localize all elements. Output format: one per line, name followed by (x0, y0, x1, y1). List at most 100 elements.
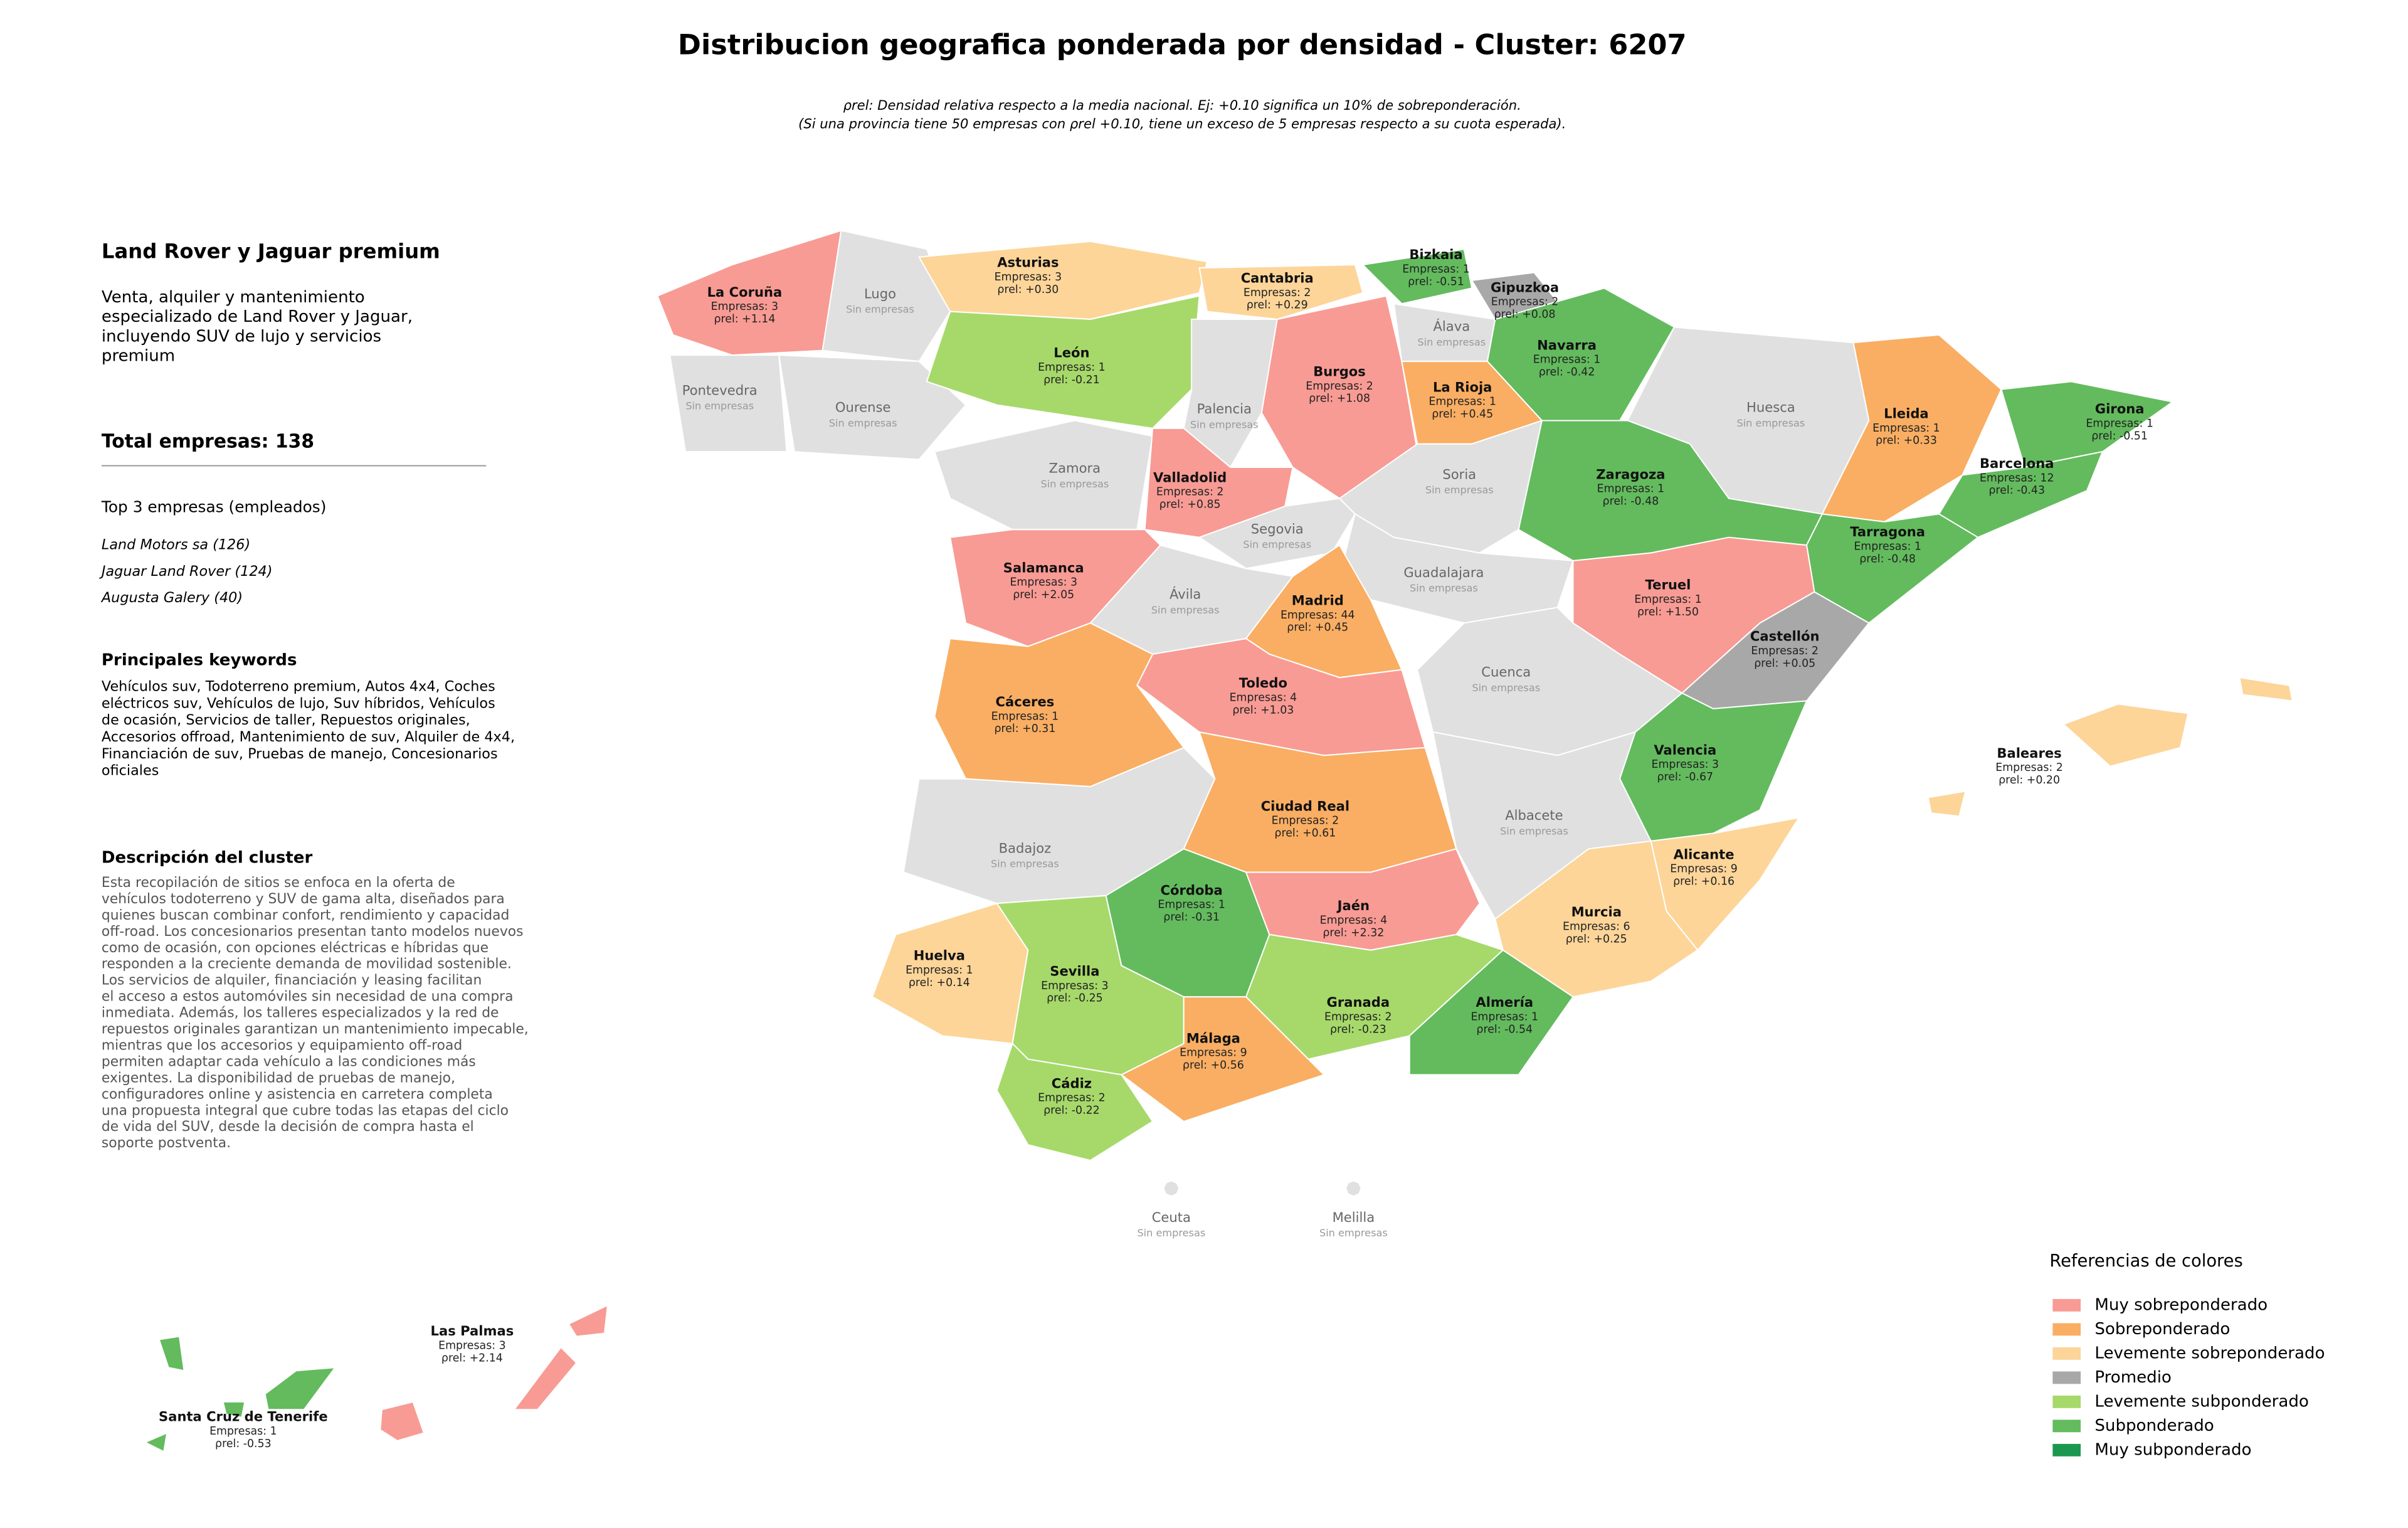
legend-swatch (2052, 1347, 2081, 1360)
province-name: Segovia (1251, 521, 1304, 536)
province-count: Empresas: 4 (1320, 915, 1388, 927)
province-name: Granada (1327, 994, 1390, 1010)
province-rho: ρrel: -0.48 (1859, 553, 1916, 565)
province-name: Valladolid (1153, 469, 1227, 485)
province-rho: ρrel: +0.20 (1999, 774, 2060, 787)
province-name: Burgos (1313, 363, 1366, 379)
keywords-line: eléctricos suv, Vehículos de lujo, Suv h… (102, 695, 495, 711)
province-name: Málaga (1186, 1030, 1240, 1046)
province-rho: ρrel: +0.16 (1673, 875, 1735, 888)
province-name: Girona (2095, 401, 2145, 416)
province-count: Empresas: 44 (1281, 609, 1355, 622)
province-shape (2000, 381, 2174, 469)
province-count: Empresas: 4 (1230, 691, 1297, 704)
province-rho: ρrel: +0.14 (909, 977, 970, 989)
province-count: Empresas: 1 (1872, 422, 1940, 435)
province-count: Empresas: 1 (1533, 354, 1601, 366)
keywords-line: Vehículos suv, Todoterreno premium, Auto… (102, 679, 495, 695)
description-line: soporte postventa. (102, 1135, 231, 1151)
province-name: Badajoz (999, 840, 1052, 856)
keywords-line: oficiales (102, 763, 159, 779)
legend-label: Muy subponderado (2094, 1440, 2251, 1459)
keywords-line: Accesorios offroad, Mantenimiento de suv… (102, 729, 515, 745)
province-name: Navarra (1537, 337, 1597, 353)
description-line: permiten adaptar cada vehículo a las con… (102, 1054, 476, 1069)
province-count: Empresas: 1 (1428, 396, 1496, 408)
province-name: Huelva (914, 948, 965, 963)
province-shape (1408, 949, 1574, 1076)
province-name: Bizkaia (1409, 247, 1462, 262)
province-rho: ρrel: +2.32 (1323, 926, 1384, 939)
province-shape (264, 1367, 337, 1411)
province-empty: Sin empresas (1425, 484, 1494, 496)
province-empty: Sin empresas (1190, 418, 1259, 430)
province-empty: Sin empresas (1500, 825, 1568, 837)
province-empty: Sin empresas (1736, 417, 1805, 429)
province-name: Murcia (1571, 904, 1622, 920)
province-name: Cáceres (996, 694, 1055, 709)
description-line: configuradores online y asistencia en ca… (102, 1086, 493, 1102)
province-name: La Rioja (1433, 379, 1492, 395)
province-count: Empresas: 1 (1402, 263, 1470, 276)
province-rho: ρrel: +1.03 (1232, 704, 1294, 716)
province-rho: ρrel: +1.14 (714, 313, 775, 326)
province-count: Empresas: 3 (1652, 758, 1719, 771)
province-shape (1821, 334, 2002, 523)
description-line: exigentes. La disponibilidad de pruebas … (102, 1070, 455, 1086)
description-line: una propuesta integral que cubre todas l… (102, 1103, 509, 1118)
description-line: el acceso a estos automóviles sin necesi… (102, 989, 514, 1005)
province-empty: Sin empresas (991, 858, 1059, 870)
legend-label: Muy sobreponderado (2094, 1295, 2268, 1314)
province-name: Salamanca (1003, 560, 1084, 575)
province-rho: ρrel: -0.25 (1047, 992, 1103, 1005)
province-name: Lleida (1884, 406, 1929, 422)
province-shape (512, 1346, 578, 1411)
description-line: responden a la creciente demanda de movi… (102, 957, 512, 972)
province-rho: ρrel: +0.08 (1494, 309, 1556, 321)
province-rho: ρrel: +2.05 (1013, 589, 1074, 602)
description-line: Los servicios de alquiler, financiación … (102, 973, 482, 989)
province-count: Empresas: 3 (711, 300, 779, 313)
province-count: Empresas: 2 (1324, 1011, 1392, 1024)
province-count: Empresas: 1 (1634, 593, 1702, 606)
province-name: Ceuta (1152, 1209, 1191, 1225)
description-line: repuestos originales garantizan un mante… (102, 1022, 529, 1037)
province-shape (1120, 996, 1326, 1122)
description-line: quienes buscan combinar confort, rendimi… (102, 908, 509, 923)
top-company: Land Motors sa (126) (102, 537, 250, 553)
province-count: Empresas: 1 (2086, 417, 2153, 430)
province-shape (778, 354, 967, 460)
province-count: Empresas: 1 (991, 710, 1059, 723)
legend-label: Subponderado (2094, 1416, 2214, 1435)
province-shape (158, 1335, 185, 1372)
province-count: Empresas: 2 (1751, 645, 1819, 657)
province-shape (1344, 1180, 1362, 1197)
province-count: Empresas: 9 (1180, 1047, 1247, 1059)
province-name: Jaén (1336, 898, 1370, 913)
province-empty: Sin empresas (829, 417, 897, 429)
province-count: Empresas: 2 (1038, 1092, 1106, 1105)
province-rho: ρrel: -0.51 (1408, 275, 1464, 288)
legend-label: Levemente subponderado (2094, 1392, 2308, 1411)
province-shape (1144, 427, 1294, 538)
province-count: Empresas: 1 (906, 964, 973, 977)
legend-label: Sobreponderado (2094, 1320, 2230, 1339)
legend-swatch (2052, 1371, 2081, 1384)
province-shape (934, 420, 1154, 531)
province-rho: ρrel: +0.29 (1247, 299, 1308, 312)
province-shape (821, 230, 951, 363)
province-count: Empresas: 1 (209, 1425, 277, 1438)
province-rho: ρrel: -0.21 (1043, 374, 1100, 386)
province-shape (379, 1401, 425, 1442)
province-shape (669, 354, 788, 453)
province-count: Empresas: 6 (1563, 920, 1630, 933)
province-name: Baleares (1997, 745, 2061, 761)
province-rho: ρrel: -0.54 (1476, 1023, 1533, 1036)
legend-label: Promedio (2094, 1368, 2172, 1387)
province-shape (996, 1042, 1154, 1162)
province-empty: Sin empresas (1410, 582, 1478, 594)
province-name: Cuenca (1481, 664, 1531, 680)
province-rho: ρrel: +0.05 (1754, 657, 1815, 670)
province-rho: ρrel: +0.61 (1274, 827, 1336, 840)
